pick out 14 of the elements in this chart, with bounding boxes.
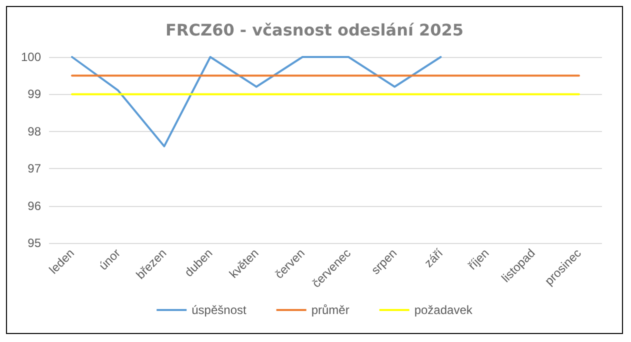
y-tick-label: 97 <box>28 162 42 176</box>
chart-title: FRCZ60 - včasnost odeslání 2025 <box>165 20 464 40</box>
y-tick-label: 99 <box>28 87 42 102</box>
y-tick-label: 100 <box>20 50 42 64</box>
x-tick-label: září <box>422 246 446 270</box>
legend-label: požadavek <box>414 303 474 317</box>
x-tick-label: únor <box>96 246 124 273</box>
legend-label: průměr <box>311 303 350 317</box>
x-tick-label: říjen <box>465 246 492 272</box>
legend-label: úspěšnost <box>192 303 247 317</box>
y-tick-label: 95 <box>28 236 42 250</box>
y-tick-label: 96 <box>28 198 42 213</box>
line-series <box>71 56 442 148</box>
y-tick-label: 98 <box>28 124 42 138</box>
